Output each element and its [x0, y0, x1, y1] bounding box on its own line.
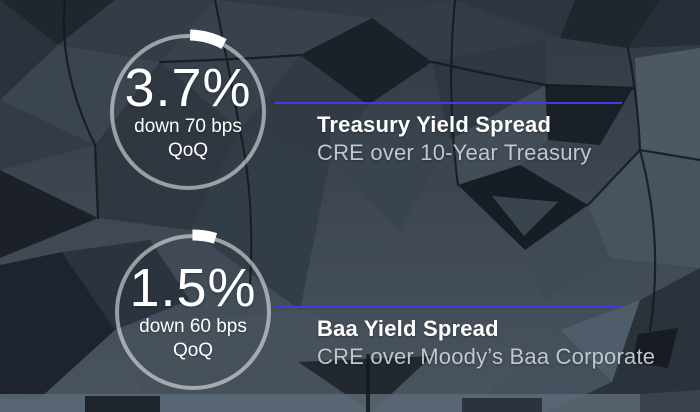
accent-divider-line-treasury [275, 102, 622, 104]
stat-title: Treasury Yield Spread [317, 112, 552, 137]
gauge-ring-icon [110, 229, 276, 395]
stat-subtitle: CRE over 10-Year Treasury [317, 140, 592, 165]
stat-subtitle: CRE over Moody’s Baa Corporate [317, 344, 656, 369]
stat-ring-baa: 1.5% down 60 bps QoQ [104, 223, 282, 401]
label-block-baa: Baa Yield Spread CRE over Moody’s Baa Co… [317, 315, 655, 371]
stat-change-line1: down 70 bps [134, 116, 242, 137]
stat-title: Baa Yield Spread [317, 316, 499, 341]
stat-change-line2: QoQ [172, 340, 214, 361]
stat-ring-treasury: 3.7% down 70 bps QoQ [99, 23, 277, 201]
gauge-ring-icon [105, 29, 271, 195]
stat-text-treasury: 3.7% down 70 bps QoQ [99, 23, 277, 201]
stat-text-baa: 1.5% down 60 bps QoQ [104, 223, 282, 401]
stat-change-line2: QoQ [167, 140, 209, 161]
stat-value: 3.7% [124, 58, 252, 118]
stat-value: 1.5% [129, 258, 257, 318]
label-block-treasury: Treasury Yield Spread CRE over 10-Year T… [317, 111, 591, 167]
stat-change-line1: down 60 bps [139, 316, 247, 337]
accent-divider-line-baa [275, 306, 622, 308]
